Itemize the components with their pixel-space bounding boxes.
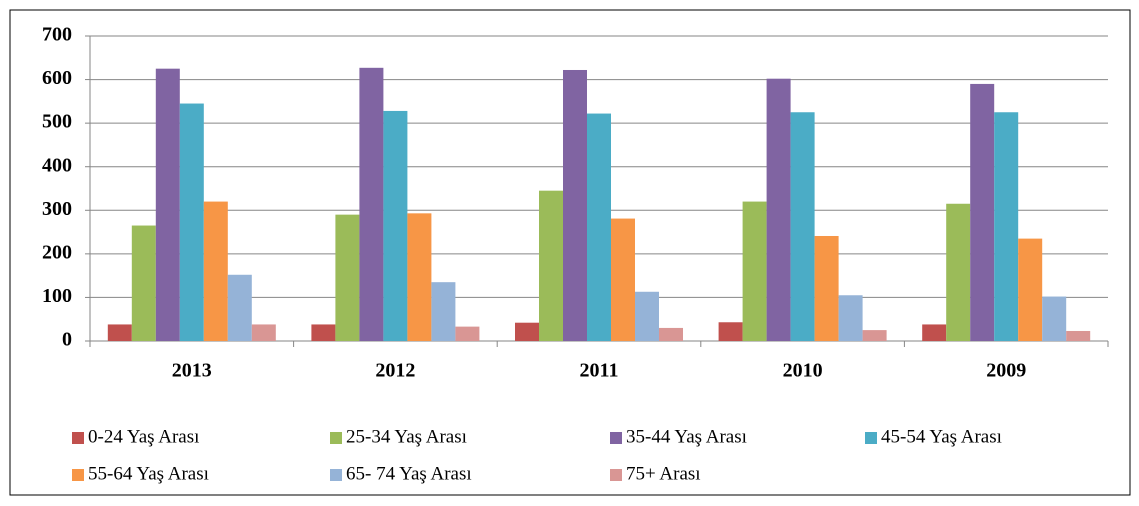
bar xyxy=(311,324,336,341)
legend-swatch xyxy=(330,432,342,444)
bar xyxy=(431,282,456,341)
legend-label: 35-44 Yaş Arası xyxy=(626,426,747,447)
bar xyxy=(131,225,156,341)
bar xyxy=(227,274,252,341)
bar xyxy=(790,112,815,341)
legend-label: 55-64 Yaş Arası xyxy=(88,463,209,484)
bar xyxy=(539,190,563,341)
y-tick-label: 600 xyxy=(42,67,72,89)
bar xyxy=(970,83,995,341)
bar xyxy=(994,112,1019,341)
legend-label: 45-54 Yaş Arası xyxy=(881,426,1002,447)
legend-swatch xyxy=(72,469,84,481)
bar xyxy=(407,213,432,341)
bar xyxy=(455,326,480,341)
bar xyxy=(563,69,587,341)
legend-label: 65- 74 Yaş Arası xyxy=(346,463,472,484)
bar xyxy=(635,291,659,341)
bar xyxy=(335,214,360,341)
bar xyxy=(742,201,767,341)
bar xyxy=(611,218,635,341)
x-tick-label: 2012 xyxy=(375,360,415,382)
y-tick-label: 100 xyxy=(42,285,72,307)
bar xyxy=(862,330,887,341)
bar xyxy=(766,78,791,341)
bar xyxy=(107,324,132,341)
bar xyxy=(383,110,408,341)
chart-border xyxy=(9,9,1131,496)
legend-swatch xyxy=(865,432,877,444)
bar xyxy=(251,324,276,341)
legend-label: 0-24 Yaş Arası xyxy=(88,426,199,447)
x-tick-label: 2010 xyxy=(783,360,823,382)
y-tick-label: 500 xyxy=(42,111,72,133)
legend-swatch xyxy=(610,469,622,481)
bar xyxy=(1042,296,1067,341)
bar xyxy=(718,322,743,341)
bar xyxy=(587,113,611,341)
bar xyxy=(515,322,539,341)
bar xyxy=(814,235,839,341)
bar xyxy=(659,327,683,341)
legend-label: 25-34 Yaş Arası xyxy=(346,426,467,447)
bar xyxy=(1018,238,1043,341)
legend-swatch xyxy=(72,432,84,444)
y-tick-label: 0 xyxy=(62,329,72,351)
bar xyxy=(1066,330,1091,341)
bar xyxy=(359,67,384,342)
bar xyxy=(155,68,180,341)
bar xyxy=(179,103,204,342)
y-tick-label: 300 xyxy=(42,198,72,220)
bar xyxy=(838,295,863,341)
y-tick-label: 200 xyxy=(42,241,72,263)
x-tick-label: 2011 xyxy=(580,360,619,382)
legend-label: 75+ Arası xyxy=(626,463,701,484)
bar xyxy=(922,324,947,341)
bar xyxy=(203,201,228,341)
legend-swatch xyxy=(610,432,622,444)
legend-swatch xyxy=(330,469,342,481)
y-tick-label: 400 xyxy=(42,154,72,176)
bar xyxy=(946,203,971,341)
x-tick-label: 2009 xyxy=(986,360,1026,382)
y-tick-label: 700 xyxy=(42,24,72,46)
x-tick-label: 2013 xyxy=(172,360,212,382)
